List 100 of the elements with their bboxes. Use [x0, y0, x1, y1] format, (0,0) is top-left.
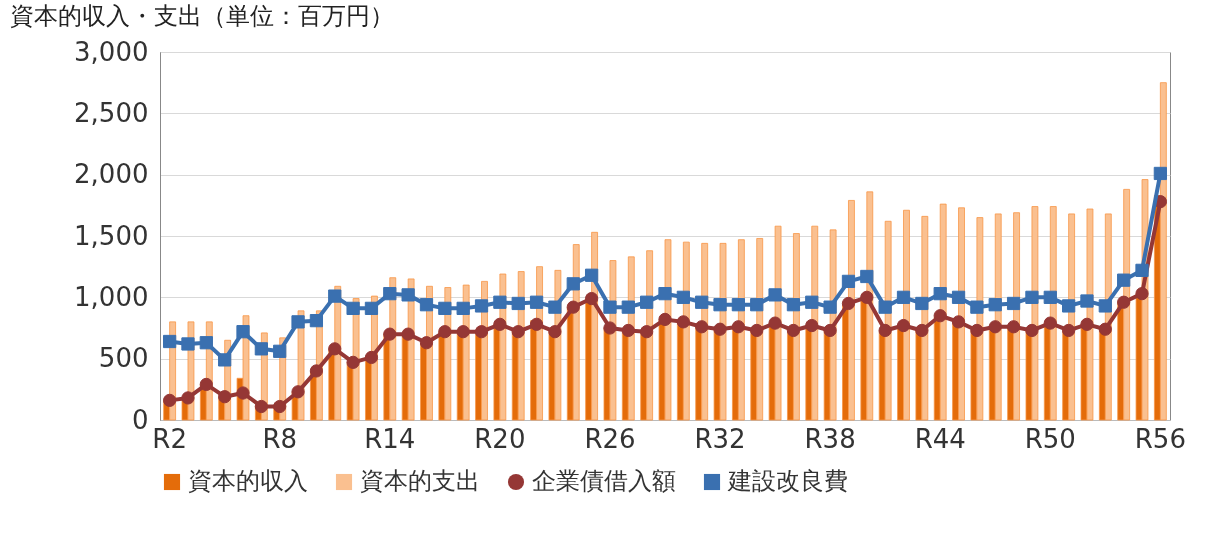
point [1135, 263, 1149, 277]
point [1080, 317, 1094, 331]
point [1117, 273, 1131, 287]
point [273, 344, 287, 358]
point [584, 291, 599, 306]
point [511, 325, 525, 339]
point [1135, 287, 1149, 301]
point [1117, 295, 1131, 309]
legend-label: 資本的収入 [188, 467, 308, 495]
point [291, 385, 305, 399]
point [841, 296, 856, 311]
y-tick-label: 2,000 [74, 159, 149, 190]
point [786, 323, 801, 338]
point [529, 295, 544, 309]
point [768, 288, 782, 302]
x-tick-label: R44 [914, 423, 966, 454]
point [860, 269, 874, 284]
point [364, 350, 379, 365]
point [896, 290, 911, 304]
x-tick-label: R2 [152, 423, 187, 454]
point [254, 399, 268, 414]
point [603, 300, 617, 314]
point [309, 314, 324, 328]
point [1098, 299, 1112, 313]
y-tick-label: 3,000 [74, 36, 149, 67]
point [273, 399, 287, 414]
point [328, 289, 342, 303]
point [713, 298, 727, 312]
x-tick-label: R56 [1134, 423, 1186, 454]
point [933, 309, 947, 323]
point [1062, 323, 1076, 338]
point [640, 295, 654, 309]
point [199, 336, 213, 350]
y-tick-label: 2,500 [74, 97, 149, 128]
point [951, 290, 966, 304]
point [291, 315, 305, 329]
point [1006, 296, 1021, 311]
point [529, 317, 544, 331]
point [1080, 294, 1094, 308]
x-tick-label: R14 [364, 423, 416, 454]
point [750, 298, 764, 312]
point [915, 296, 929, 311]
point [218, 353, 232, 367]
point [493, 295, 507, 309]
point [841, 274, 856, 289]
chart-title: 資本的収入・支出（単位：百万円） [10, 2, 394, 30]
point [401, 288, 415, 302]
point [970, 300, 984, 314]
point [658, 287, 672, 301]
point [933, 287, 947, 301]
y-tick-label: 0 [131, 404, 149, 435]
point [695, 320, 709, 334]
x-tick-label: R20 [474, 423, 526, 454]
point [713, 322, 727, 336]
point [970, 323, 984, 338]
point [346, 355, 360, 369]
point [199, 377, 213, 392]
point [1153, 166, 1167, 181]
y-tick-label: 500 [98, 343, 149, 374]
y-tick-label: 1,000 [74, 281, 149, 312]
point [768, 316, 782, 330]
point [805, 318, 819, 333]
point [786, 298, 801, 312]
point [896, 318, 911, 333]
point [566, 300, 580, 314]
point [456, 325, 470, 339]
point [1025, 323, 1039, 338]
point [621, 323, 635, 338]
point [731, 298, 746, 312]
point [548, 300, 562, 314]
point [750, 323, 764, 338]
point [493, 317, 507, 331]
point [603, 321, 617, 335]
point [878, 323, 892, 338]
point [1006, 320, 1021, 334]
point [1098, 322, 1112, 336]
point [548, 325, 562, 339]
point [236, 325, 250, 339]
point [1025, 290, 1039, 304]
point [860, 290, 874, 304]
point [438, 301, 452, 315]
point [511, 296, 525, 311]
x-tick-label: R32 [694, 423, 746, 454]
point [878, 300, 892, 314]
point [181, 337, 195, 351]
point [474, 325, 489, 339]
point [419, 336, 434, 350]
point [218, 390, 232, 404]
point [951, 315, 966, 329]
point [383, 287, 397, 301]
point [823, 323, 837, 338]
point [1062, 299, 1076, 313]
legend-label: 企業債借入額 [532, 467, 676, 495]
point [401, 327, 415, 341]
point [383, 327, 397, 341]
point [364, 301, 379, 315]
point [1043, 290, 1057, 304]
point [695, 295, 709, 309]
point [805, 295, 819, 309]
point [566, 277, 580, 291]
